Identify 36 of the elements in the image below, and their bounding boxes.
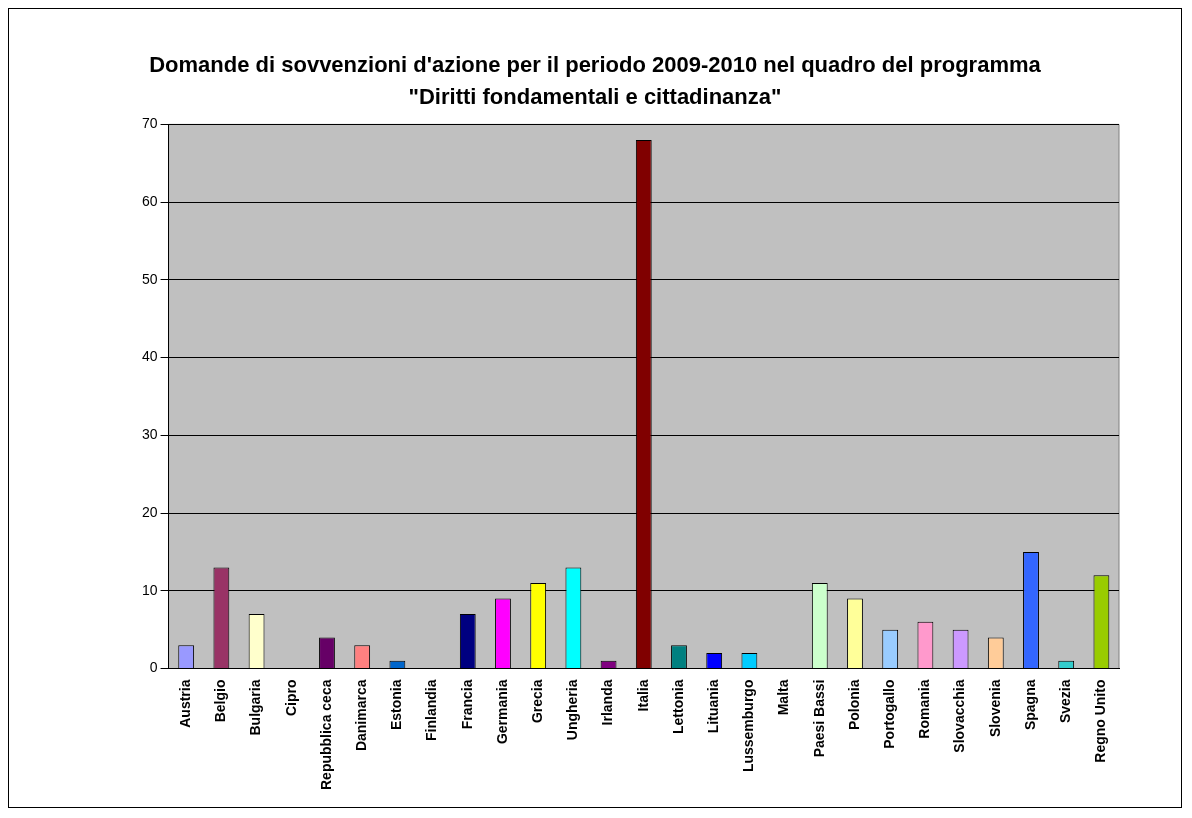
x-tick-label: Repubblica ceca bbox=[317, 679, 334, 791]
x-tick-label: Bulgaria bbox=[247, 679, 264, 736]
y-tick-label: 60 bbox=[141, 192, 158, 209]
x-tick-label: Romania bbox=[916, 679, 933, 739]
y-tick-label: 50 bbox=[141, 270, 158, 287]
x-tick-label: Polonia bbox=[845, 679, 862, 731]
y-tick-label: 20 bbox=[141, 503, 158, 520]
x-tick-label: Lituania bbox=[705, 679, 722, 734]
x-tick-label: Austria bbox=[177, 679, 194, 728]
x-tick-label: Estonia bbox=[388, 679, 405, 731]
x-tick-label: Portogallo bbox=[881, 679, 898, 749]
x-tick-label: Finlandia bbox=[423, 679, 440, 741]
x-tick-label: Spagna bbox=[1021, 679, 1038, 731]
x-tick-label: Germania bbox=[493, 679, 510, 745]
x-tick-label: Malta bbox=[775, 679, 792, 716]
x-tick-label: Danimarca bbox=[353, 679, 370, 752]
x-tick-label: Slovacchia bbox=[951, 679, 968, 753]
x-tick-label: Grecia bbox=[529, 679, 546, 724]
y-tick-label: 0 bbox=[149, 659, 158, 676]
x-tick-label: Cipro bbox=[282, 679, 299, 717]
chart-title: Domande di sovvenzioni d'azione per il periodo 2009-2010 nel quadro del programma "Diritti fondamentali e cittadinanza" bbox=[148, 51, 1042, 111]
x-tick-label: Irlanda bbox=[599, 679, 616, 726]
x-tick-label: Lettonia bbox=[669, 679, 686, 734]
y-tick-label: 30 bbox=[141, 426, 158, 443]
x-tick-label: Svezia bbox=[1057, 679, 1074, 724]
y-tick-label: 10 bbox=[141, 581, 158, 598]
x-tick-label: Paesi Bassi bbox=[810, 679, 827, 758]
x-tick-label: Lussemburgo bbox=[740, 679, 757, 773]
y-tick-label: 70 bbox=[141, 115, 158, 132]
y-tick-label: 40 bbox=[141, 348, 158, 365]
x-tick-label: Regno Unito bbox=[1092, 679, 1109, 763]
x-tick-label: Francia bbox=[458, 679, 475, 730]
x-tick-label: Ungheria bbox=[564, 679, 581, 741]
x-tick-label: Italia bbox=[634, 679, 651, 712]
x-tick-label: Slovenia bbox=[986, 679, 1003, 738]
x-tick-label: Belgio bbox=[212, 679, 229, 723]
